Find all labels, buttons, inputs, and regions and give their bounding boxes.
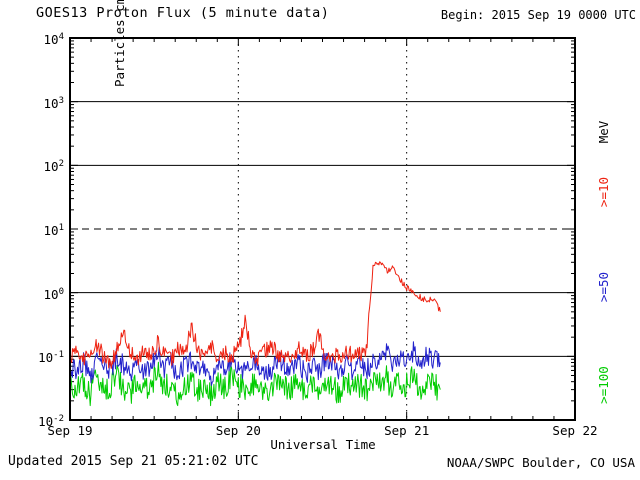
begin-time-label: Begin: 2015 Sep 19 0000 UTC <box>440 8 636 22</box>
x-axis-title: Universal Time <box>270 437 376 452</box>
y-axis-tick-label: 102 <box>43 159 64 175</box>
data-source-label: NOAA/SWPC Boulder, CO USA <box>446 455 635 470</box>
y-axis-tick-label: 103 <box>43 95 64 111</box>
x-axis-tick-label: Sep 22 <box>552 423 598 438</box>
legend-ge100-label: >=100 <box>596 366 611 404</box>
x-axis-tick-label: Sep 20 <box>215 423 261 438</box>
y-axis-tick-label: 10-2 <box>38 414 64 430</box>
updated-timestamp: Updated 2015 Sep 21 05:21:02 UTC <box>8 454 259 469</box>
legend-ge50-label: >=50 <box>596 271 611 303</box>
x-axis-tick-label: Sep 21 <box>384 423 430 438</box>
x-axis-tick-label: Sep 19 <box>47 423 93 438</box>
y-axis-title: Particles cm⁻²s⁻¹sr⁻¹ <box>112 0 127 88</box>
y-axis-tick-label: 100 <box>43 286 64 302</box>
y-axis-tick-label: 104 <box>43 32 64 48</box>
y-axis-tick-label: 10-1 <box>38 350 64 366</box>
legend-ge10-label: >=10 <box>596 176 611 208</box>
y-axis-tick-label: 101 <box>43 223 64 239</box>
chart-title: GOES13 Proton Flux (5 minute data) <box>36 5 330 21</box>
